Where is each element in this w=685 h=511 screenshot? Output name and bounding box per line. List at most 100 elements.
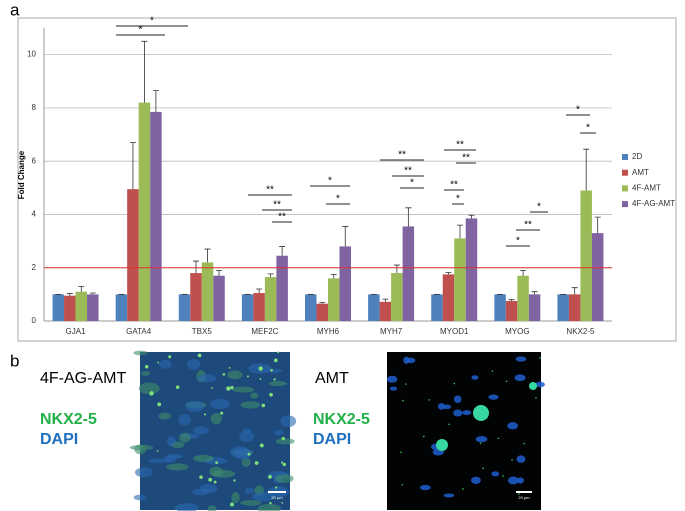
error-bar [571,287,578,295]
significance-label: * [336,194,340,205]
texture [209,399,230,410]
error-bar [456,224,463,239]
texture [535,397,537,399]
texture [240,401,261,409]
x-tick-label: GJA1 [66,327,87,336]
bar [368,294,380,321]
texture [241,457,251,468]
nucleus [507,422,519,430]
significance-label: * [537,202,541,213]
legend-label: 4F-AG-AMT [632,199,675,208]
texture [258,366,263,371]
texture [220,411,224,415]
significance-label: ** [462,153,470,164]
bar [328,278,340,321]
significance-label: * [586,123,590,134]
legend-swatch [622,154,628,160]
error-bar [594,216,601,234]
y-tick-label: 2 [32,263,37,272]
texture [401,483,404,486]
error-bar [204,248,211,263]
texture [207,505,217,511]
error-bar [382,298,389,302]
significance-label: * [139,25,143,36]
texture [539,357,542,359]
texture [273,358,278,363]
texture [448,423,450,426]
nucleus [471,476,481,484]
legend-swatch [622,169,628,176]
texture [239,431,255,443]
texture [482,467,484,470]
x-tick-label: NKX2-5 [566,327,595,336]
texture [254,461,259,465]
texture [228,366,231,369]
x-tick-label: MYH6 [317,327,340,336]
x-tick-label: MYOG [505,327,529,336]
texture [210,412,222,425]
texture [280,415,297,428]
significance-label: ** [278,212,286,223]
bar [127,189,139,321]
bar [178,294,191,321]
significance-label: * [516,236,520,247]
texture [193,454,214,463]
chart-frame [17,17,677,342]
bar [379,301,392,321]
y-tick-label: 6 [32,156,37,165]
texture [208,477,213,482]
nucleus [443,493,455,498]
y-axis-label: Fold Change [17,150,26,199]
nucleus [406,357,416,364]
texture [273,429,284,436]
nucleus [453,409,463,417]
texture [400,451,402,454]
significance-label: ** [524,220,532,231]
x-tick-label: MEF2C [251,327,278,336]
x-tick-label: GATA4 [126,327,152,336]
significance-label: ** [266,185,274,196]
x-tick-label: MYOD1 [440,327,469,336]
error-bar [78,285,85,292]
texture [174,503,199,511]
nucleus [515,356,527,362]
stain-label: NKX2-5 [313,411,370,428]
texture [282,462,287,467]
error-bar [520,269,527,276]
bar [431,294,443,321]
scale-bar-label: 20 µm [271,495,283,500]
texture [259,443,264,448]
texture [259,378,262,380]
significance-label: ** [404,166,412,177]
error-bar [279,246,286,256]
bar [115,294,128,321]
error-bar [89,292,96,295]
bar [276,255,288,321]
texture [227,370,243,380]
micrograph [386,352,545,510]
image-title: AMT [315,370,349,387]
texture [275,486,278,489]
texture [240,500,262,506]
texture [277,351,280,354]
texture [186,358,201,371]
nucleus [419,484,431,491]
x-tick-label: MYH7 [380,327,403,336]
bar [150,111,162,322]
texture [269,501,272,505]
texture [428,399,431,401]
texture [502,475,504,477]
texture [497,437,500,440]
error-bar [66,293,73,296]
texture [199,475,203,479]
bar [201,262,214,321]
y-tick-label: 10 [27,50,36,59]
texture [523,442,526,445]
texture [491,370,494,372]
bar [494,294,506,321]
nucleus [535,381,545,388]
error-bar [445,272,452,275]
significance-label: ** [398,150,406,161]
texture [129,444,153,451]
